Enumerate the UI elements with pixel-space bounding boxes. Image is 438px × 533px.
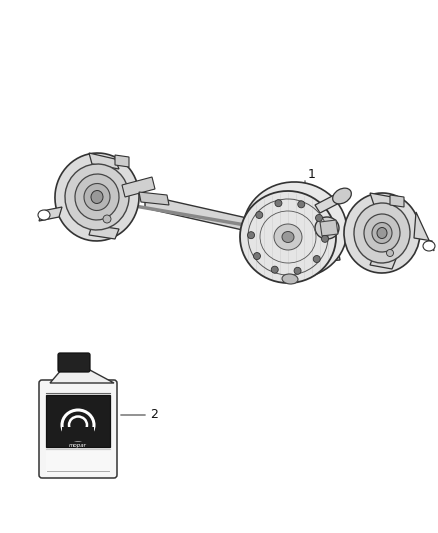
Ellipse shape — [247, 232, 254, 239]
Polygon shape — [320, 220, 338, 236]
FancyBboxPatch shape — [39, 380, 117, 478]
Ellipse shape — [275, 200, 282, 207]
Ellipse shape — [298, 201, 305, 208]
Ellipse shape — [332, 188, 351, 204]
Polygon shape — [115, 155, 129, 167]
Polygon shape — [122, 177, 155, 197]
Ellipse shape — [423, 241, 435, 251]
Polygon shape — [89, 153, 119, 169]
Ellipse shape — [103, 215, 111, 223]
Text: 2: 2 — [150, 408, 158, 421]
Polygon shape — [414, 212, 434, 251]
Ellipse shape — [354, 203, 410, 263]
Ellipse shape — [84, 183, 110, 211]
Ellipse shape — [55, 153, 139, 241]
Polygon shape — [270, 205, 340, 265]
Ellipse shape — [313, 255, 320, 263]
Ellipse shape — [372, 222, 392, 244]
Ellipse shape — [377, 228, 387, 238]
Ellipse shape — [386, 249, 393, 256]
Polygon shape — [139, 192, 169, 205]
Ellipse shape — [256, 212, 263, 219]
Ellipse shape — [344, 193, 420, 273]
Ellipse shape — [315, 217, 339, 239]
Ellipse shape — [243, 182, 347, 278]
Ellipse shape — [254, 253, 261, 260]
Ellipse shape — [294, 268, 301, 274]
Polygon shape — [145, 195, 278, 238]
Ellipse shape — [69, 416, 87, 433]
Polygon shape — [315, 228, 365, 244]
Polygon shape — [370, 193, 396, 207]
Ellipse shape — [240, 191, 336, 283]
Ellipse shape — [274, 224, 302, 250]
Ellipse shape — [321, 236, 328, 243]
Ellipse shape — [364, 214, 400, 252]
Polygon shape — [390, 195, 404, 207]
Ellipse shape — [282, 274, 298, 284]
Ellipse shape — [75, 174, 119, 220]
FancyBboxPatch shape — [46, 395, 110, 447]
Text: mopar: mopar — [69, 443, 87, 448]
Text: 1: 1 — [308, 168, 316, 182]
Polygon shape — [46, 451, 110, 475]
Polygon shape — [62, 427, 94, 441]
Ellipse shape — [271, 266, 278, 273]
Ellipse shape — [282, 231, 294, 243]
Polygon shape — [50, 369, 114, 383]
Ellipse shape — [315, 214, 322, 221]
Ellipse shape — [38, 210, 50, 220]
Polygon shape — [39, 207, 62, 221]
Polygon shape — [89, 225, 119, 239]
Ellipse shape — [91, 190, 103, 204]
Ellipse shape — [65, 164, 129, 230]
Polygon shape — [370, 255, 396, 269]
Polygon shape — [315, 192, 345, 213]
FancyBboxPatch shape — [58, 353, 90, 372]
